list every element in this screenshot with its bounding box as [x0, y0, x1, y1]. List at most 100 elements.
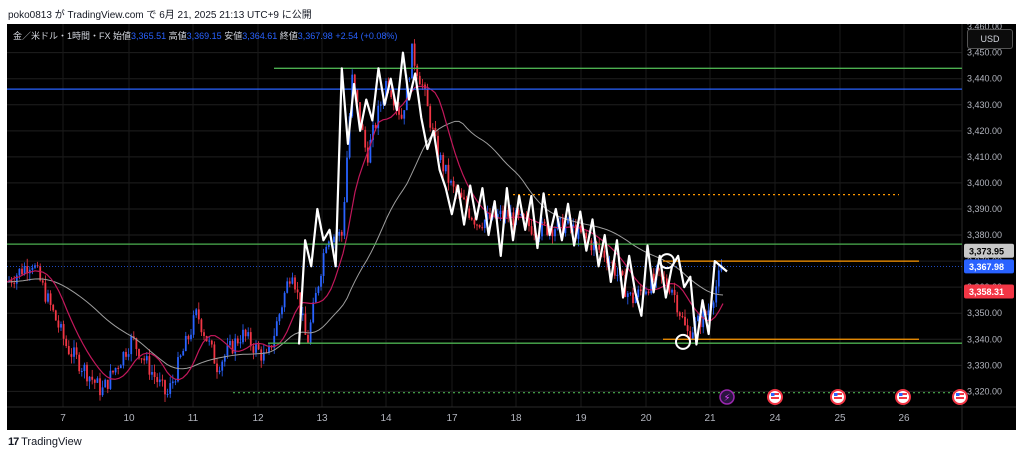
- candle-body: [499, 210, 502, 215]
- candle-body: [629, 292, 632, 294]
- x-tick-label: 19: [575, 413, 587, 424]
- candle-body: [161, 379, 164, 381]
- symbol-label: 金／米ドル・1時間・FX: [13, 31, 111, 41]
- x-tick-label: 25: [834, 413, 846, 424]
- candle-body: [47, 293, 49, 302]
- candle-body: [197, 309, 200, 320]
- candle-body: [41, 280, 44, 283]
- candle-body: [343, 201, 346, 236]
- candle-body: [483, 219, 486, 229]
- ohlc-legend: 金／米ドル・1時間・FX 始値3,365.51 高値3,369.15 安値3,3…: [13, 29, 397, 42]
- candle-body: [88, 376, 91, 382]
- candle-body: [333, 236, 335, 243]
- lightning-icon-bg: [719, 389, 735, 405]
- candle-body: [528, 218, 530, 227]
- candle-body: [281, 307, 283, 315]
- price-label-bg: [964, 259, 1014, 274]
- candle-body: [122, 351, 125, 366]
- candle-body: [533, 234, 536, 236]
- candle-body: [182, 351, 185, 356]
- x-tick-label: 11: [188, 413, 199, 424]
- candle-body: [249, 332, 252, 347]
- x-tick-label: 17: [446, 413, 458, 424]
- price-chart[interactable]: 3,450.00 3,440.00 3,430.00 3,420.00 3,410.00…: [7, 24, 1016, 430]
- candle-body: [681, 316, 684, 318]
- candle-body: [312, 302, 315, 323]
- price-label-last_price: 3,367.98: [964, 259, 1014, 274]
- price-label-text: 3,373.95: [969, 246, 1004, 256]
- candle-body: [413, 43, 416, 66]
- candle-body: [307, 334, 309, 343]
- flag-stripe: [899, 397, 907, 399]
- lightning-icon: ⚡: [719, 389, 735, 405]
- candle-body: [114, 367, 117, 373]
- candle-body: [208, 340, 211, 342]
- candle-body: [288, 281, 291, 284]
- y-tick-label: 3,450.00: [967, 48, 1002, 58]
- candle-body: [470, 217, 473, 220]
- annotation-circle-bottom: [675, 333, 691, 350]
- candle-body: [234, 338, 237, 354]
- candle-body: [496, 214, 499, 218]
- candle-body: [707, 310, 710, 316]
- candle-body: [130, 336, 133, 355]
- candle-body: [366, 147, 369, 163]
- candle-body: [439, 155, 442, 161]
- candle-body: [60, 324, 62, 328]
- candle-body: [541, 221, 543, 237]
- candle-body: [476, 224, 478, 226]
- candle-body: [585, 232, 588, 239]
- price-label-bg: [964, 284, 1014, 299]
- flag-stripe: [899, 393, 907, 395]
- x-tick-label: 26: [898, 413, 910, 424]
- candle-body: [39, 265, 42, 281]
- us-flag-icon: [895, 389, 911, 405]
- us-flag-icon: [767, 389, 783, 405]
- candle-body: [75, 347, 78, 355]
- candle-body: [192, 315, 195, 335]
- us-flag-icon: [830, 389, 846, 405]
- candle-body: [593, 241, 595, 251]
- chart-frame[interactable]: 3,450.00 3,440.00 3,430.00 3,420.00 3,410.00…: [7, 24, 1016, 430]
- candle-body: [478, 224, 481, 228]
- candle-body: [554, 229, 556, 237]
- candle-body: [231, 340, 234, 354]
- candle-body: [447, 164, 450, 183]
- candle-body: [80, 370, 83, 372]
- candle-body: [385, 80, 387, 99]
- candle-body: [252, 346, 255, 353]
- price-label-high_marker: 3,373.95: [964, 243, 1014, 258]
- candle-body: [314, 293, 317, 303]
- us-flag-icon: [952, 389, 968, 405]
- candle-body: [426, 89, 429, 107]
- candle-body: [31, 267, 34, 270]
- y-tick-label: 3,440.00: [967, 74, 1002, 84]
- candles: [8, 39, 723, 402]
- candle-body: [684, 316, 686, 326]
- x-tick-label: 13: [316, 413, 328, 424]
- candle-body: [468, 208, 471, 218]
- candle-body: [691, 332, 694, 340]
- candle-body: [177, 357, 179, 382]
- candle-body: [166, 393, 169, 395]
- candle-body: [372, 124, 374, 140]
- candle-body: [431, 127, 434, 129]
- candle-body: [171, 381, 174, 384]
- candle-body: [125, 351, 127, 357]
- candle-body: [112, 370, 114, 373]
- lightning-glyph: ⚡: [723, 393, 730, 404]
- annotation-circle-top: [659, 253, 675, 270]
- candle-body: [460, 192, 463, 198]
- currency-button[interactable]: USD: [967, 29, 1013, 49]
- candle-body: [299, 292, 302, 316]
- zigzag-line: [297, 51, 728, 346]
- candle-body: [377, 105, 380, 129]
- low-label: 安値: [224, 31, 243, 41]
- candle-body: [104, 379, 107, 388]
- x-tick-label: 10: [123, 413, 135, 424]
- candle-body: [322, 253, 325, 276]
- candle-body: [400, 114, 403, 119]
- candle-body: [697, 315, 699, 321]
- candle-body: [151, 372, 153, 375]
- candle-body: [153, 372, 156, 378]
